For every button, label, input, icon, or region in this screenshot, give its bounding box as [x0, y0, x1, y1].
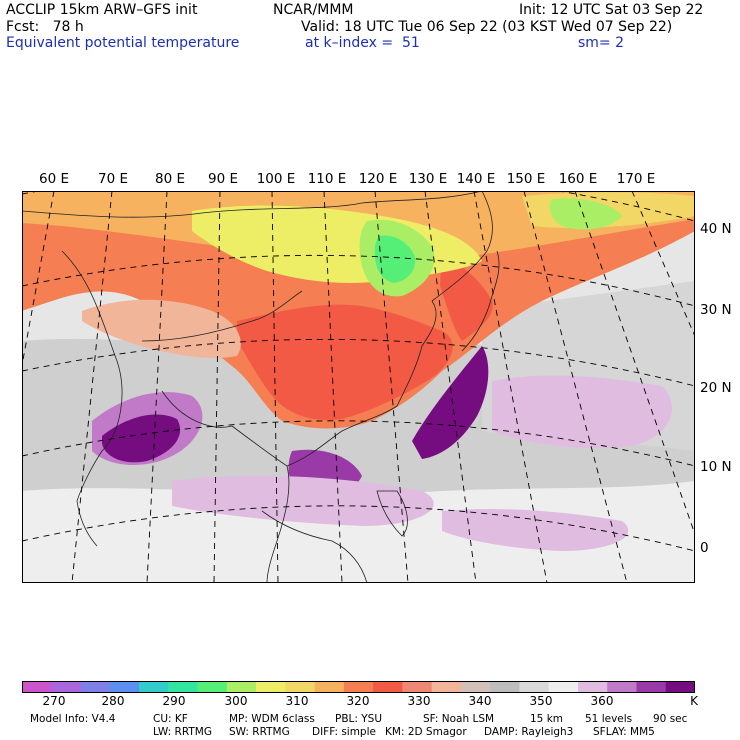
lon-label: 70 E: [98, 171, 128, 187]
model-title: ACCLIP 15km ARW–GFS init: [6, 2, 198, 18]
map-panel: [22, 191, 695, 583]
green-north: [549, 198, 622, 230]
model-info-cu: CU: KF: [153, 713, 188, 725]
colorbar-swatch: [197, 681, 228, 693]
colorbar-tick: 310: [285, 694, 309, 708]
lat-label: 40 N: [700, 221, 732, 237]
colorbar-swatch: [168, 681, 199, 693]
colorbar-tick: 320: [346, 694, 370, 708]
lavender-tropics: [172, 475, 434, 526]
colorbar-tick: 360: [590, 694, 614, 708]
coastlines: [22, 191, 500, 583]
model-info-timestep: 90 sec: [653, 713, 688, 725]
colorbar-swatch: [22, 681, 52, 693]
colorbar-swatch: [373, 681, 403, 693]
lon-label: 100 E: [256, 171, 296, 187]
colorbar-swatch: [139, 681, 169, 693]
map-frame: [22, 191, 695, 583]
forecast-hour: Fcst: 78 h: [6, 19, 84, 35]
model-info-damp: DAMP: Rayleigh3: [484, 726, 574, 738]
lavender-pacific: [492, 375, 672, 448]
colorbar-tick: 340: [468, 694, 492, 708]
model-info-pbl: PBL: YSU: [335, 713, 383, 725]
graticule: [22, 191, 695, 583]
colorbar-swatch: [431, 681, 462, 693]
model-info-resolution: 15 km: [530, 713, 564, 725]
model-info-mp: MP: WDM 6class: [229, 713, 315, 725]
colorbar-swatch: [548, 681, 579, 693]
colorbar-swatch: [460, 681, 491, 693]
colorbar: [22, 681, 695, 693]
colorbar-swatch: [109, 681, 140, 693]
red-core: [237, 304, 453, 421]
model-info-sw: SW: RRTMG: [229, 726, 290, 738]
colorbar-swatch: [665, 681, 695, 693]
colorbar-swatch: [607, 681, 637, 693]
lon-label: 120 E: [358, 171, 398, 187]
lon-label: 60 E: [39, 171, 69, 187]
smoothing-label: sm= 2: [578, 35, 625, 51]
colorbar-unit: K: [690, 694, 698, 708]
colorbar-tick: 290: [162, 694, 186, 708]
tibet-region: [82, 299, 241, 359]
colorbar-tick: 280: [101, 694, 125, 708]
lat-label: 0: [700, 540, 709, 556]
colorbar-swatch: [256, 681, 286, 693]
colorbar-tick: 300: [224, 694, 248, 708]
lon-label: 130 E: [408, 171, 448, 187]
japan-red: [440, 251, 493, 341]
green-core: [374, 235, 416, 283]
colorbar-swatch: [80, 681, 111, 693]
lon-label: 90 E: [208, 171, 238, 187]
lavender-south: [442, 509, 629, 551]
model-info-km: KM: 2D Smagor: [385, 726, 467, 738]
colorbar-tick: 270: [42, 694, 66, 708]
colorbar-swatch: [490, 681, 520, 693]
colorbar-tick: 330: [407, 694, 431, 708]
colorbar-swatch: [577, 681, 608, 693]
colorbar-swatch: [314, 681, 345, 693]
colorbar-swatch: [402, 681, 433, 693]
lon-label: 140 E: [456, 171, 496, 187]
init-time: Init: 12 UTC Sat 03 Sep 22: [519, 2, 704, 18]
lat-label: 10 N: [700, 459, 732, 475]
colorbar-swatch: [636, 681, 667, 693]
colorbar-swatch: [226, 681, 257, 693]
colorbar-swatch: [285, 681, 316, 693]
theta-e-map: [22, 191, 695, 583]
model-info-lw: LW: RRTMG: [153, 726, 212, 738]
model-info-sflay: SFLAY: MM5: [593, 726, 655, 738]
lon-label: 170 E: [616, 171, 656, 187]
valid-time: Valid: 18 UTC Tue 06 Sep 22 (03 KST Wed …: [301, 19, 673, 35]
lon-label: 160 E: [558, 171, 598, 187]
colorbar-frame: [22, 681, 695, 693]
lon-label: 110 E: [307, 171, 347, 187]
center-label: NCAR/MMM: [273, 2, 354, 18]
lon-label: 80 E: [155, 171, 185, 187]
lon-label: 150 E: [506, 171, 546, 187]
level-label: at k–index = 51: [305, 35, 420, 51]
model-info-levels: 51 levels: [585, 713, 633, 725]
colorbar-swatch: [519, 681, 550, 693]
purple-philippine-sea: [412, 346, 489, 459]
colorbar-swatch: [51, 681, 82, 693]
colorbar-swatch: [343, 681, 374, 693]
model-info-version: Model Info: V4.4: [30, 713, 116, 725]
model-info-sf: SF: Noah LSM: [423, 713, 495, 725]
lat-label: 20 N: [700, 380, 732, 396]
model-info-diff: DIFF: simple: [312, 726, 376, 738]
field-name: Equivalent potential temperature: [6, 35, 240, 51]
lat-label: 30 N: [700, 302, 732, 318]
dark-purple-bengal: [102, 414, 181, 463]
colorbar-tick: 350: [529, 694, 553, 708]
